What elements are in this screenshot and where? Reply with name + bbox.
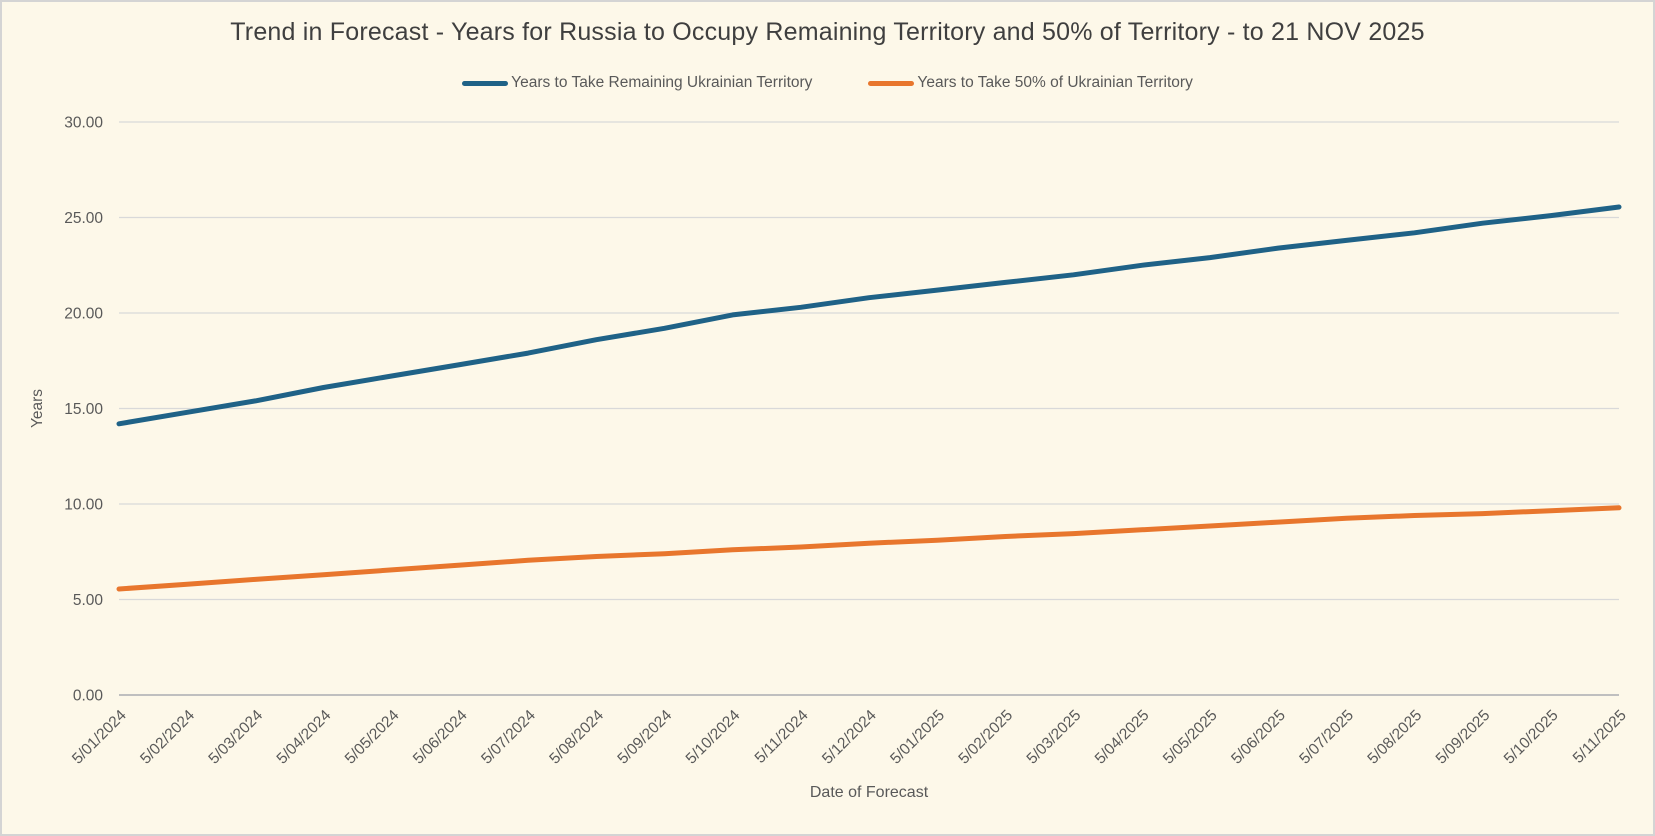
y-tick-label: 10.00 [64,497,103,514]
y-tick-label: 25.00 [64,210,103,227]
x-tick-label: 5/07/2024 [478,707,539,768]
legend-item-remaining-territory: Years to Take Remaining Ukrainian Territ… [462,74,812,92]
x-tick-label: 5/06/2025 [1228,707,1289,768]
x-tick-label: 5/09/2025 [1433,707,1494,768]
legend-line-swatch-orange [868,80,915,86]
y-axis-title: Years [29,389,46,428]
x-tick-label: 5/03/2024 [205,707,266,768]
x-tick-label: 5/07/2025 [1296,707,1357,768]
x-tick-label: 5/06/2024 [410,707,471,768]
x-tick-label: 5/02/2024 [137,707,198,768]
y-tick-label: 0.00 [73,688,104,705]
chart-title: Trend in Forecast - Years for Russia to … [230,18,1425,46]
legend-label: Years to Take Remaining Ukrainian Territ… [511,74,813,91]
series-line-50-percent-territory [116,505,1622,592]
x-tick-label: 5/05/2024 [342,707,403,768]
y-tick-label: 30.00 [64,115,103,132]
x-tick-label: 5/09/2024 [614,707,675,768]
y-tick-label: 5.00 [73,592,104,609]
y-tick-label: 15.00 [64,401,103,418]
x-tick-label: 5/01/2025 [887,707,948,768]
legend-line-swatch-blue [462,80,509,86]
y-tick-label: 20.00 [64,306,103,323]
series-line-remaining-territory [116,204,1622,427]
legend-item-50-percent-territory: Years to Take 50% of Ukrainian Territory [868,74,1193,92]
x-tick-label: 5/05/2025 [1160,707,1221,768]
x-tick-label: 5/10/2025 [1501,707,1562,768]
x-tick-label: 5/04/2025 [1092,707,1153,768]
x-tick-label: 5/04/2024 [274,707,335,768]
x-tick-label: 5/02/2025 [955,707,1016,768]
chart-legend: Years to Take Remaining Ukrainian Territ… [2,74,1653,92]
x-tick-label: 5/10/2024 [683,707,744,768]
legend-label: Years to Take 50% of Ukrainian Territory [917,74,1193,91]
x-tick-label: 5/08/2024 [546,707,607,768]
x-tick-label: 5/08/2025 [1364,707,1425,768]
x-tick-label: 5/11/2025 [1570,707,1630,767]
x-axis-title: Date of Forecast [810,784,929,801]
x-tick-label: 5/11/2024 [752,707,812,767]
x-tick-label: 5/03/2025 [1024,707,1085,768]
x-tick-label: 5/01/2024 [69,707,130,768]
x-tick-label: 5/12/2024 [819,707,880,768]
